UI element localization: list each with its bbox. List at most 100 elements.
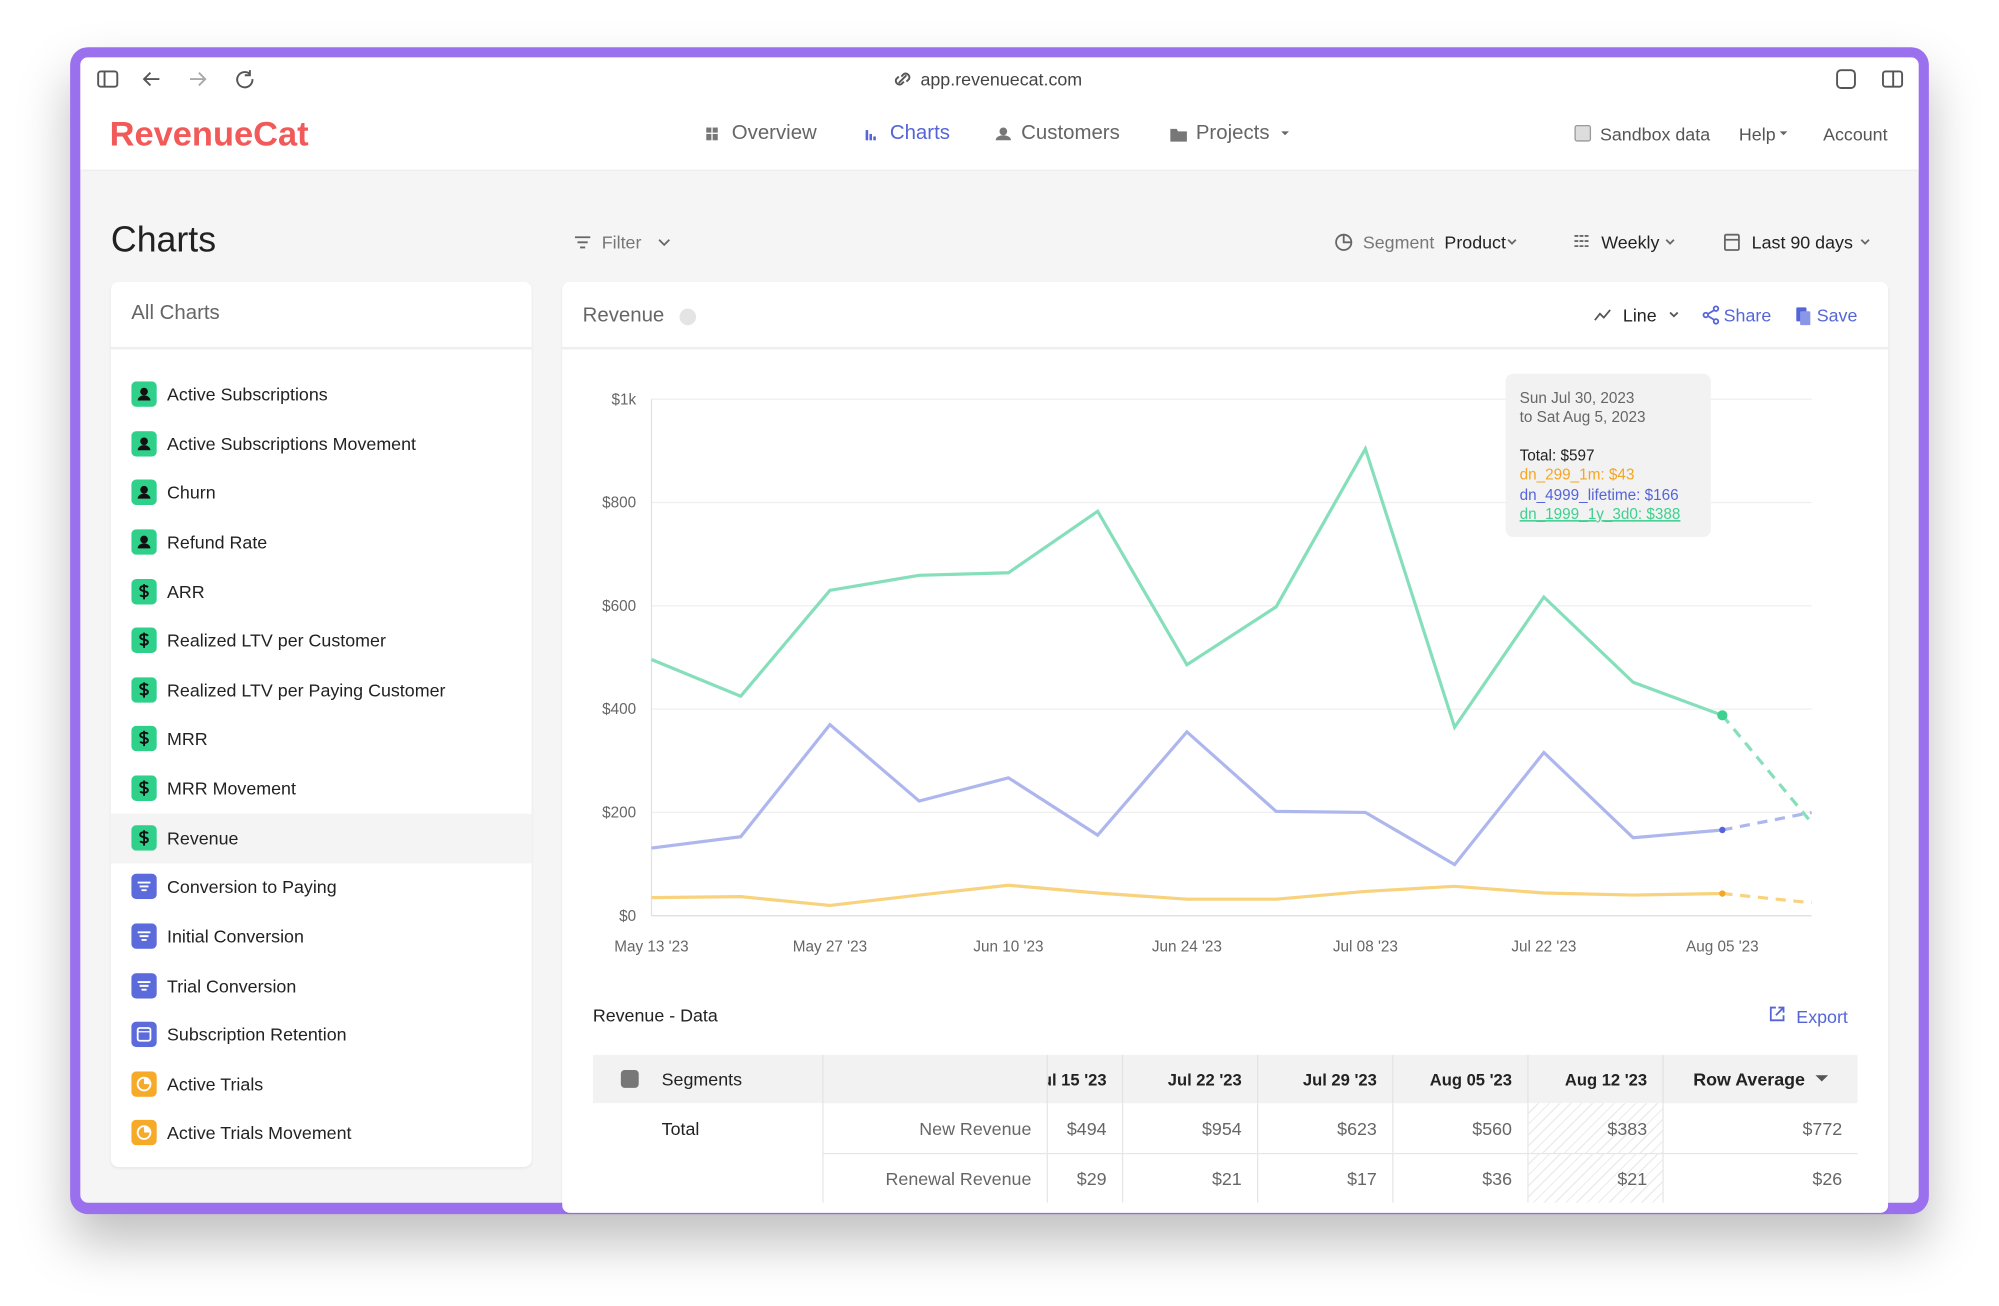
table-title: Revenue - Data [592, 1005, 718, 1026]
sandbox-label[interactable]: Sandbox data [1599, 123, 1711, 145]
app-header [80, 57, 1919, 171]
divider [110, 346, 532, 350]
chart-link[interactable]: Conversion to Paying [167, 876, 337, 897]
nav-icons [706, 127, 1187, 142]
column-header: Aug 12 '23 [1527, 1054, 1663, 1104]
cell: $36 [1392, 1152, 1528, 1203]
cell: $772 [1662, 1103, 1857, 1153]
chart-link[interactable]: MRR [167, 728, 208, 750]
cell: $21 [1121, 1152, 1258, 1203]
sidebar-title: All Charts [131, 302, 220, 324]
date-range[interactable]: Last 90 days [1751, 232, 1853, 253]
cell: $560 [1392, 1103, 1527, 1153]
column-header: Jul 22 '23 [1121, 1054, 1258, 1104]
chart-icon [131, 874, 157, 900]
cell: $17 [1257, 1152, 1393, 1203]
chart-icon [131, 430, 157, 457]
cell: $29 [1046, 1152, 1122, 1203]
cell: $954 [1121, 1103, 1257, 1153]
chart-icon [131, 529, 157, 555]
interval[interactable]: Weekly [1601, 232, 1660, 253]
selected-row [110, 813, 532, 864]
header-blank [822, 1054, 1047, 1104]
filter[interactable]: Filter [601, 232, 642, 253]
chart-style[interactable]: Line [1622, 304, 1657, 326]
chart-link[interactable]: ARR [167, 580, 205, 602]
chart-link[interactable]: Churn [167, 482, 216, 503]
chart-list: Active Subscriptions Active Subscriptions… [110, 282, 532, 1167]
browser-icons[interactable] [80, 64, 1918, 95]
metric: Renewal Revenue [822, 1152, 1047, 1203]
chart-icon [131, 824, 157, 851]
chart-link[interactable]: Initial Conversion [167, 925, 304, 947]
caret [1281, 131, 1289, 136]
table-grid: Segments Jul 15 '23 Jul 22 '23 Jul 29 '2… [592, 1054, 1858, 1203]
share[interactable]: Share [1723, 304, 1772, 326]
chart-link[interactable]: MRR Movement [167, 778, 296, 799]
segments-label: Segments [661, 1068, 743, 1090]
chart-link[interactable]: Active Trials [167, 1073, 264, 1095]
chart-link[interactable]: Active Trials Movement [167, 1122, 352, 1144]
toolbar-icons [574, 233, 1870, 251]
nav-charts[interactable]: Charts [889, 122, 950, 145]
sandbox-checkbox[interactable] [1574, 124, 1592, 142]
info-icon[interactable] [679, 308, 697, 326]
cell: $494 [1046, 1103, 1122, 1153]
nav-overview[interactable]: Overview [731, 122, 817, 145]
chart-link[interactable]: Active Subscriptions Movement [167, 433, 417, 454]
segment-blank [592, 1152, 823, 1203]
chart-icon [131, 676, 157, 703]
cell: $21 [1527, 1152, 1663, 1203]
chart-icon [131, 578, 157, 604]
nav-customers[interactable]: Customers [1021, 122, 1120, 145]
chart-icon [131, 775, 157, 801]
column-header: Aug 05 '23 [1392, 1054, 1528, 1104]
cell: $623 [1257, 1103, 1392, 1153]
segment-value[interactable]: Product [1444, 232, 1506, 253]
page-title: Charts [110, 219, 217, 259]
metric: New Revenue [822, 1103, 1046, 1153]
cell: $383 [1527, 1103, 1663, 1153]
chart-icon [131, 923, 157, 949]
chart-link[interactable]: Subscription Retention [167, 1024, 347, 1045]
segments-header: Segments [592, 1054, 823, 1104]
chart-icon [131, 1021, 157, 1048]
chart-link[interactable]: Trial Conversion [167, 975, 297, 996]
nav-projects[interactable]: Projects [1195, 122, 1270, 145]
segment-label[interactable]: Segment [1362, 232, 1435, 253]
column-header[interactable]: Row Average [1662, 1054, 1858, 1104]
url[interactable]: app.revenuecat.com [920, 68, 1083, 90]
checkbox[interactable] [620, 1070, 639, 1088]
chart-icon [131, 381, 157, 407]
chart-icon [131, 1120, 157, 1146]
chart-icon [131, 972, 157, 999]
chart-icon [131, 1071, 157, 1097]
chart-link[interactable]: Active Subscriptions [167, 383, 328, 405]
divider [562, 346, 1889, 350]
segment: Total [592, 1103, 823, 1153]
data-table: Segments Jul 15 '23 Jul 22 '23 Jul 29 '2… [592, 1054, 1858, 1203]
chart-icon [131, 726, 157, 752]
chart-title: Revenue [582, 304, 665, 327]
account[interactable]: Account [1823, 123, 1888, 145]
column-header: Jul 29 '23 [1257, 1054, 1393, 1104]
chart-icon [131, 627, 157, 654]
chart-link[interactable]: Refund Rate [167, 531, 268, 553]
cell: $26 [1662, 1152, 1858, 1203]
export[interactable]: Export [1796, 1006, 1848, 1027]
chart-icon [131, 479, 157, 506]
row-average-label[interactable]: Row Average [1693, 1068, 1805, 1090]
help[interactable]: Help [1738, 123, 1776, 145]
chart-link[interactable]: Realized LTV per Customer [167, 630, 386, 651]
caret [1779, 131, 1788, 136]
card-icons [1594, 305, 1811, 326]
column-header: Jul 15 '23 [1046, 1054, 1122, 1104]
chart-link[interactable]: Revenue [167, 827, 239, 848]
sidebar: All Charts Active Subscriptions Active Su… [110, 281, 532, 1167]
logo[interactable]: RevenueCat [109, 114, 309, 154]
save[interactable]: Save [1816, 304, 1858, 326]
chart-link[interactable]: Realized LTV per Paying Customer [167, 679, 446, 700]
export-icon [1769, 1006, 1785, 1022]
